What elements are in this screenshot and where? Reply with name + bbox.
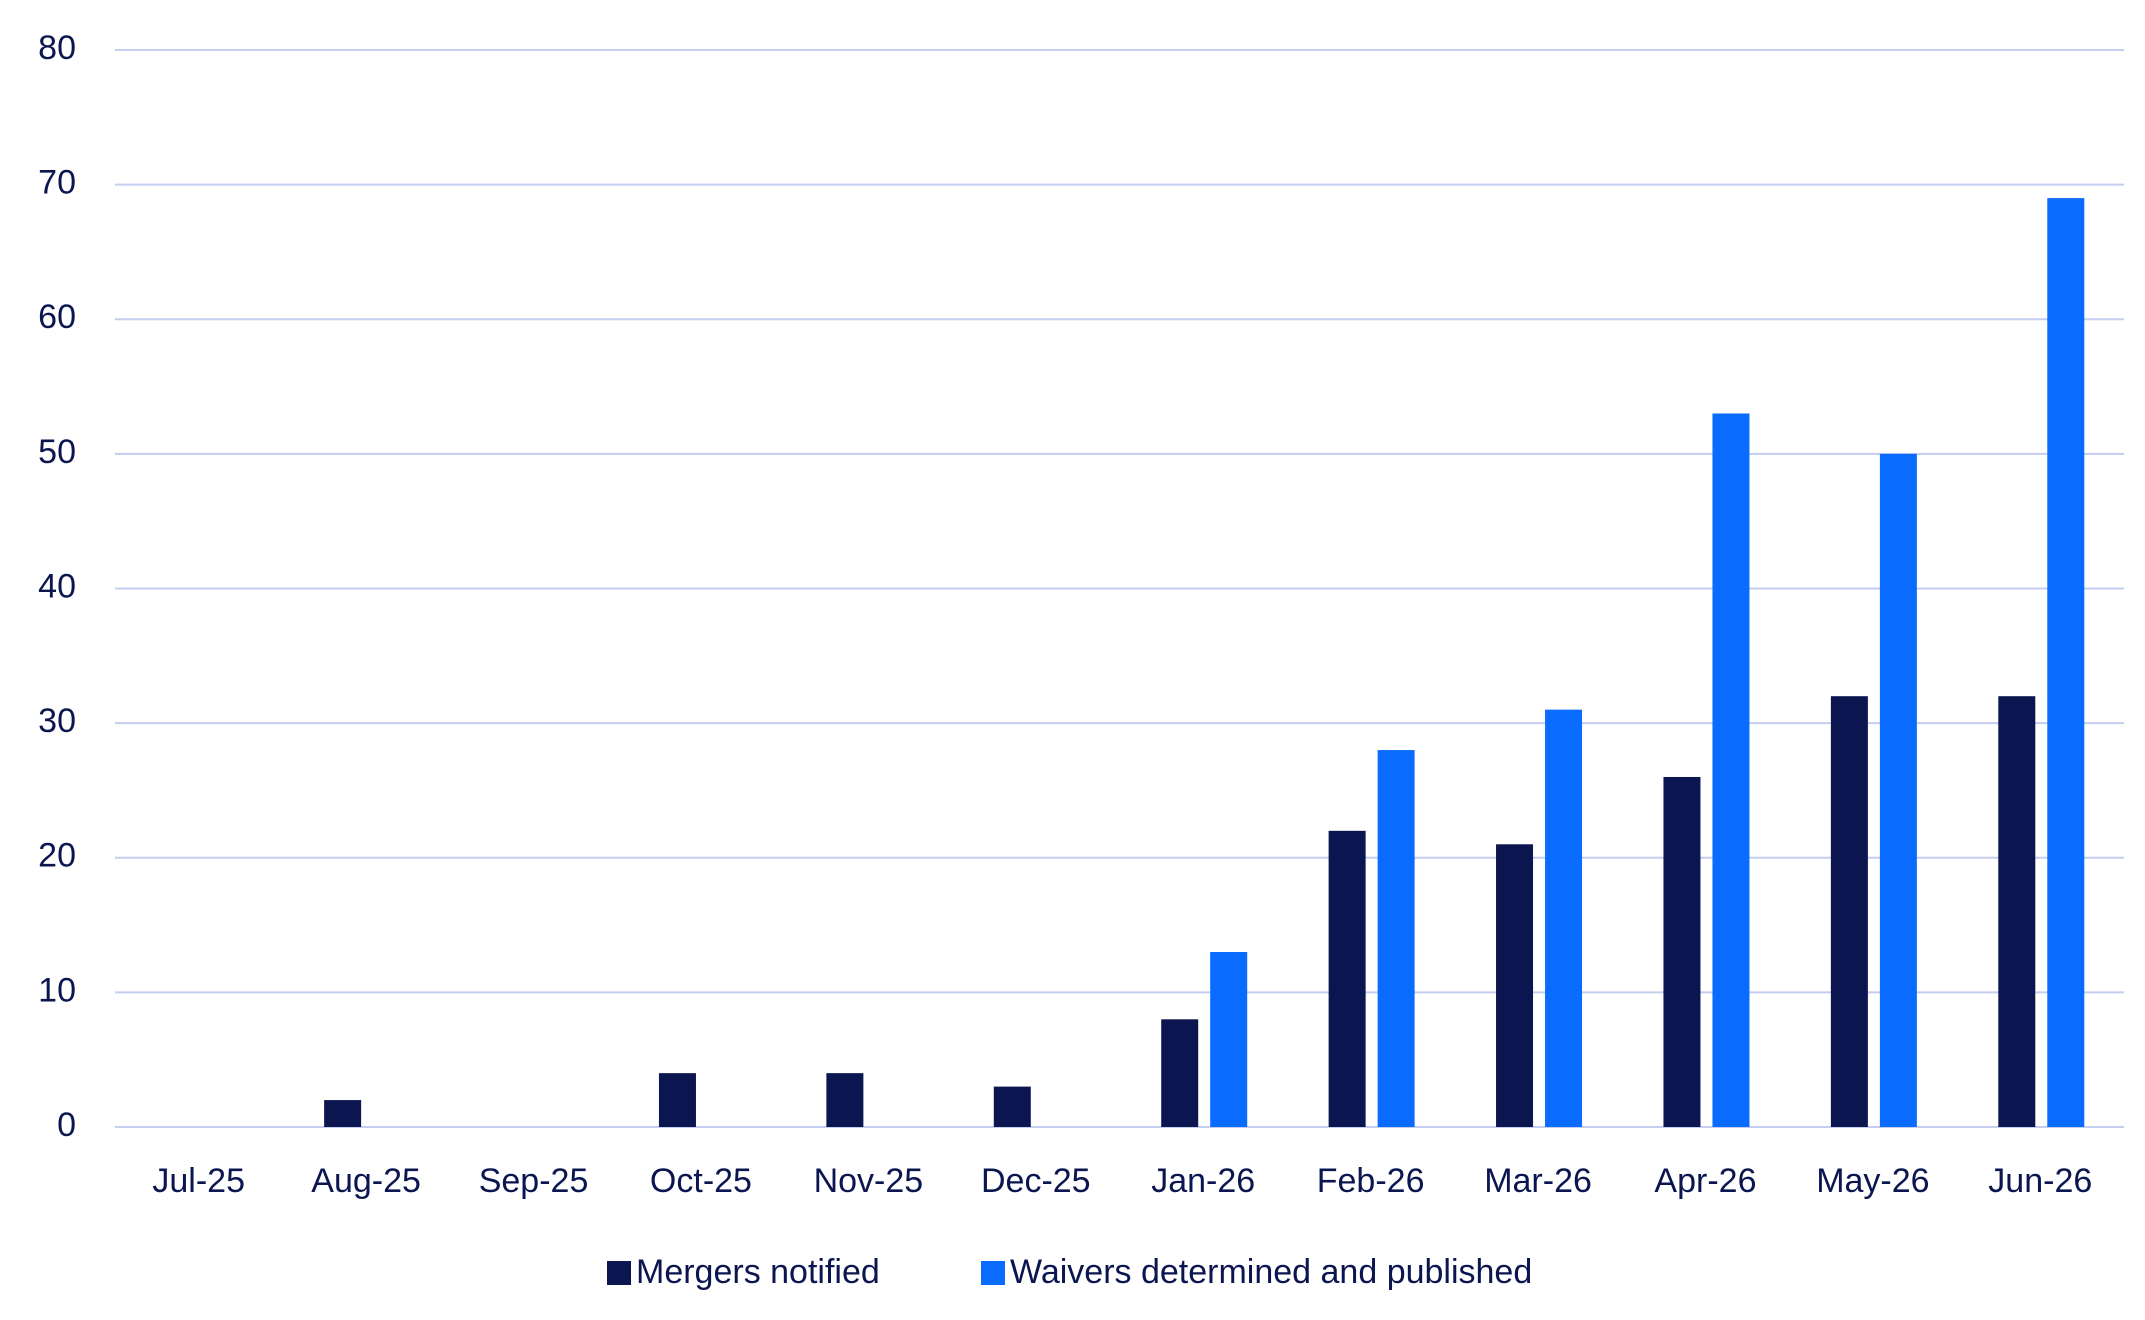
bar [1998, 696, 2036, 1127]
bar [1663, 776, 1701, 1127]
bar [1830, 696, 1868, 1127]
y-tick-label: 0 [57, 1106, 76, 1144]
bar [1210, 951, 1248, 1127]
y-tick-label: 10 [38, 971, 76, 1009]
x-tick-label: Apr-26 [1654, 1162, 1756, 1200]
y-tick-label: 50 [38, 433, 76, 471]
y-tick-label: 40 [38, 567, 76, 605]
x-tick-label: Jul-25 [152, 1162, 245, 1200]
y-tick-label: 80 [38, 29, 76, 67]
x-tick-label: Jun-26 [1988, 1162, 2092, 1200]
legend-swatch [607, 1261, 631, 1285]
y-tick-label: 30 [38, 702, 76, 740]
bar [1496, 844, 1534, 1127]
bar [324, 1100, 362, 1127]
bar [1377, 750, 1415, 1127]
bar [1879, 453, 1917, 1127]
x-tick-label: May-26 [1816, 1162, 1929, 1200]
bar [658, 1073, 696, 1127]
legend-label: Waivers determined and published [1010, 1253, 1532, 1291]
x-tick-label: Jan-26 [1151, 1162, 1255, 1200]
legend-label: Mergers notified [636, 1253, 880, 1291]
x-tick-label: Sep-25 [479, 1162, 589, 1200]
x-tick-label: Mar-26 [1484, 1162, 1592, 1200]
bar [1545, 709, 1583, 1127]
y-tick-label: 20 [38, 837, 76, 875]
x-tick-label: Aug-25 [311, 1162, 421, 1200]
y-tick-label: 70 [38, 164, 76, 202]
bar [1161, 1019, 1199, 1127]
x-tick-label: Feb-26 [1317, 1162, 1425, 1200]
y-tick-label: 60 [38, 298, 76, 336]
legend-swatch [981, 1261, 1005, 1285]
bar [993, 1086, 1031, 1127]
x-tick-label: Nov-25 [814, 1162, 924, 1200]
x-tick-label: Dec-25 [981, 1162, 1091, 1200]
bar [1712, 413, 1750, 1127]
bar [2047, 198, 2085, 1127]
x-tick-label: Oct-25 [650, 1162, 752, 1200]
bar [826, 1073, 864, 1127]
bar [1328, 830, 1366, 1127]
